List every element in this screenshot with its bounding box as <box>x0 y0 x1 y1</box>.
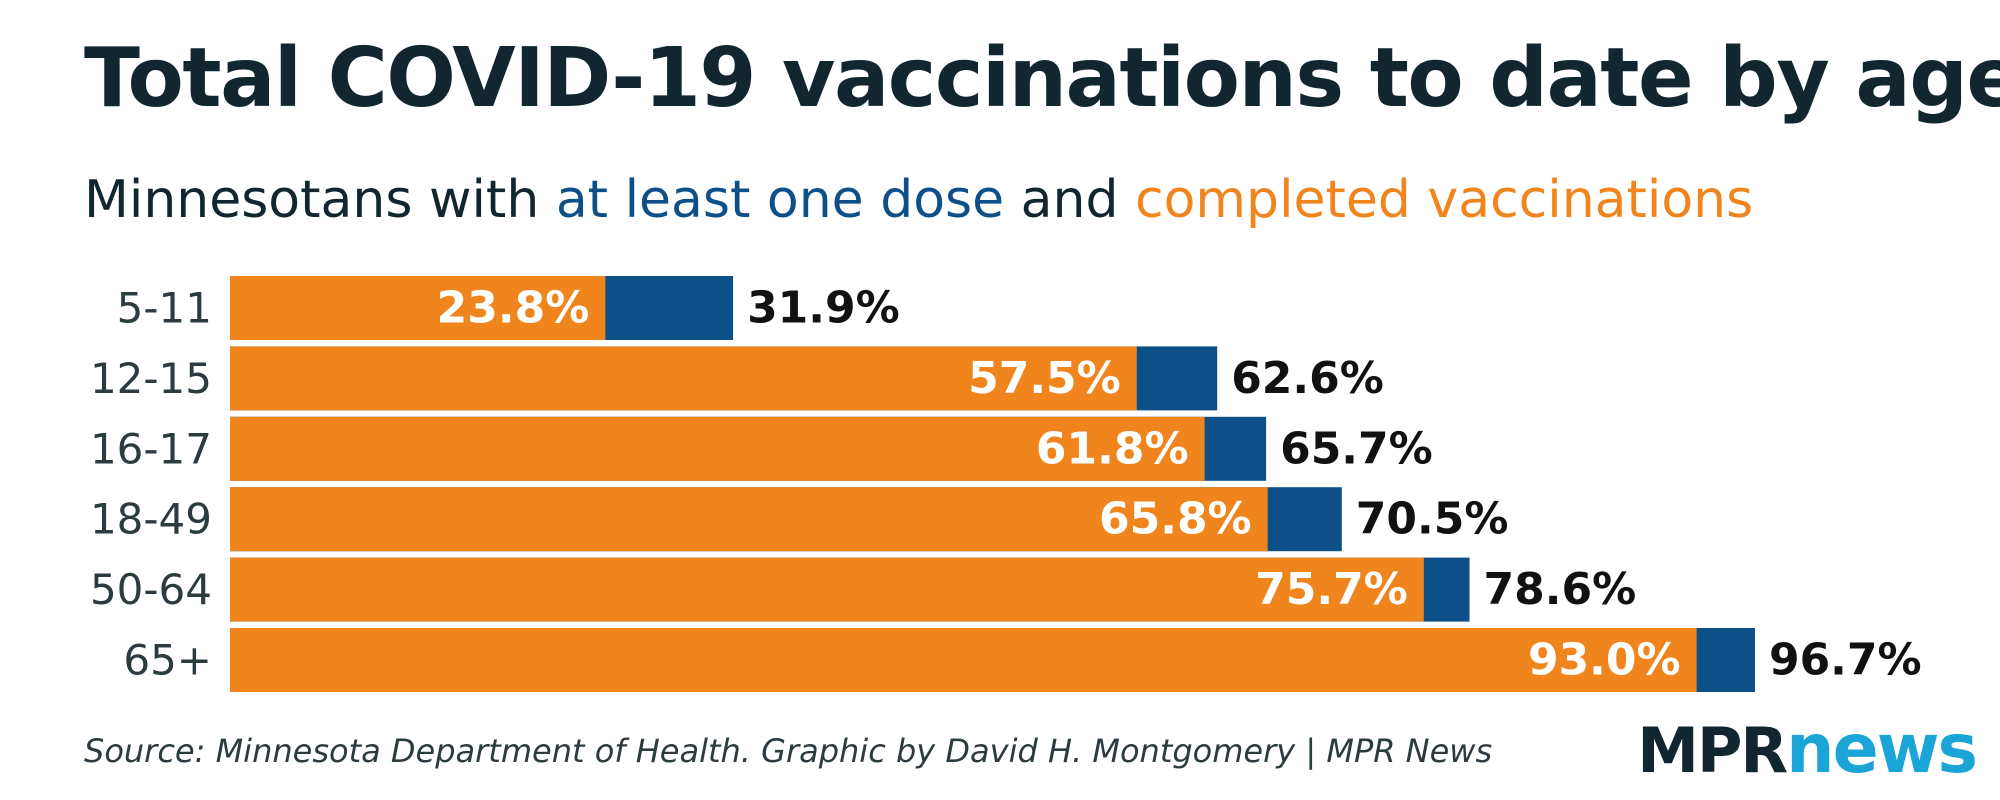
label-completed-12-15: 57.5% <box>968 353 1121 404</box>
label-one-dose-18-49: 70.5% <box>1356 494 1509 545</box>
logo-mpr: MPR <box>1637 714 1788 787</box>
category-label-12-15: 12-15 <box>90 354 212 403</box>
mpr-news-logo: MPRnews <box>1637 714 1978 787</box>
category-label-65-plus: 65+ <box>123 636 212 685</box>
label-one-dose-50-64: 78.6% <box>1484 564 1637 615</box>
label-completed-5-11: 23.8% <box>437 283 590 334</box>
label-one-dose-5-11: 31.9% <box>747 283 900 334</box>
category-label-16-17: 16-17 <box>90 424 212 473</box>
label-completed-16-17: 61.8% <box>1036 423 1189 474</box>
chart-subtitle: Minnesotans with at least one dose and c… <box>84 170 1754 230</box>
label-one-dose-65-plus: 96.7% <box>1769 635 1922 686</box>
bar-completed-16-17 <box>230 416 1205 481</box>
category-label-18-49: 18-49 <box>90 495 212 544</box>
legend-completed-vaccinations: completed vaccinations <box>1135 170 1754 230</box>
label-one-dose-16-17: 65.7% <box>1280 423 1433 474</box>
label-completed-50-64: 75.7% <box>1255 564 1408 615</box>
category-label-5-11: 5-11 <box>117 284 212 333</box>
bar-chart: 5-11 23.8% 31.9% 12-15 57.5% 62.6% 16-17 61.8% 6… <box>90 276 1922 692</box>
bar-completed-65-plus <box>230 628 1697 692</box>
bar-completed-18-49 <box>230 487 1268 552</box>
bar-completed-50-64 <box>230 557 1424 622</box>
logo-news: news <box>1786 710 1978 789</box>
category-label-50-64: 50-64 <box>90 565 212 614</box>
subtitle-prefix: Minnesotans with <box>84 170 556 230</box>
source-note: Source: Minnesota Department of Health. … <box>84 732 1493 770</box>
bar-completed-12-15 <box>230 346 1137 411</box>
label-one-dose-12-15: 62.6% <box>1231 353 1384 404</box>
label-completed-18-49: 65.8% <box>1099 494 1252 545</box>
subtitle-middle: and <box>1004 170 1135 230</box>
bar-completed-5-11 <box>230 276 606 340</box>
label-completed-65-plus: 93.0% <box>1528 635 1681 686</box>
legend-at-least-one-dose: at least one dose <box>555 170 1005 230</box>
chart-title: Total COVID-19 vaccinations to date by a… <box>84 31 2000 126</box>
